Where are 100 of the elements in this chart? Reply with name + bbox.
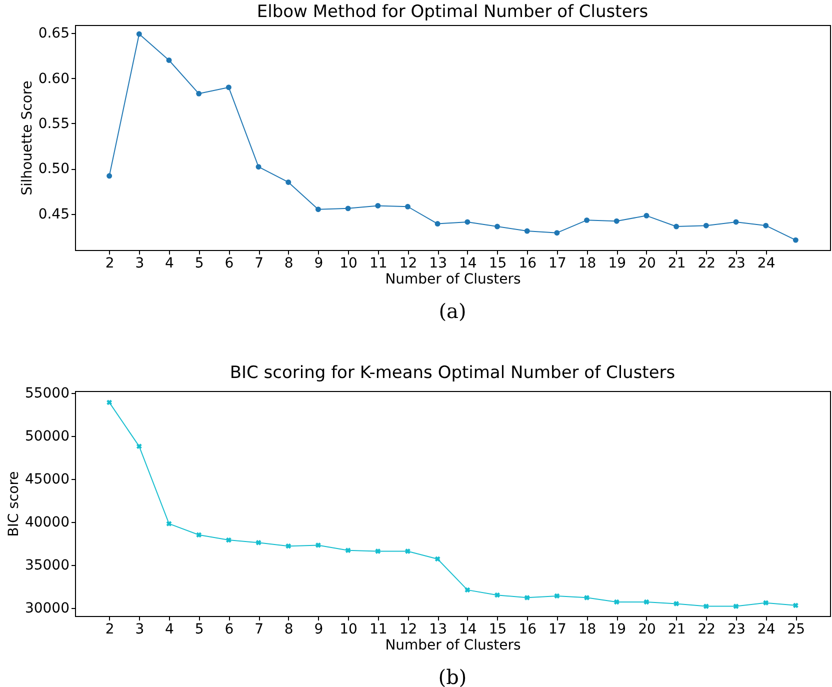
x-tick-label: 21	[668, 622, 686, 638]
point	[703, 222, 709, 228]
x-tick-label: 25	[787, 622, 806, 638]
y-tick-label: 0.55	[38, 116, 70, 132]
x-tick-label: 5	[194, 622, 204, 638]
x-tick-label: 23	[728, 256, 746, 272]
x-tick-label: 24	[757, 256, 776, 272]
x-tick-label: 20	[638, 256, 656, 272]
text: (b)	[438, 665, 467, 687]
point	[315, 206, 321, 212]
x-tick-label: 11	[369, 256, 388, 272]
x-tick-label: 23	[728, 622, 746, 638]
x-tick-label: 17	[548, 622, 566, 638]
y-tick-label: 35000	[24, 557, 70, 574]
x-tick-label: 3	[135, 256, 144, 272]
point	[554, 593, 560, 599]
x-tick-label: 6	[224, 256, 234, 272]
x-tick-label: 7	[254, 256, 264, 272]
point	[405, 204, 410, 210]
x-tick-label: 10	[340, 622, 358, 638]
x-tick-label: 8	[284, 622, 294, 638]
x-tick-label: 21	[668, 256, 686, 272]
x-tick-label: 2	[105, 256, 114, 272]
point	[792, 237, 798, 243]
x-tick-label: 7	[254, 622, 264, 638]
y-tick-label: 30000	[24, 600, 70, 616]
point	[106, 400, 112, 406]
point	[614, 599, 620, 605]
chart-title: BIC scoring for K-means Optimal Number of Clusters	[230, 362, 676, 383]
point	[405, 548, 410, 554]
x-tick-label: 2	[105, 622, 114, 638]
point	[763, 222, 769, 228]
y-tick-label: 0.50	[38, 161, 70, 178]
x-tick-label: 18	[578, 622, 596, 638]
x-tick-label: 4	[165, 622, 174, 638]
point	[524, 228, 530, 234]
x-tick-label: 8	[284, 256, 294, 272]
point	[554, 230, 560, 236]
point	[375, 548, 381, 554]
point	[792, 602, 798, 608]
y-tick-label: 45000	[24, 471, 70, 488]
point	[644, 212, 650, 218]
point	[494, 592, 500, 598]
point	[614, 218, 620, 224]
point	[286, 179, 292, 185]
point	[226, 84, 232, 90]
y-axis-title: Silhouette Score	[19, 80, 36, 196]
x-tick-label: 6	[224, 622, 234, 638]
point	[256, 164, 262, 170]
text: (a)	[438, 299, 466, 323]
point	[196, 532, 202, 538]
x-tick-label: 15	[488, 622, 507, 638]
point	[674, 224, 680, 230]
x-tick-label: 20	[638, 622, 656, 638]
point	[464, 219, 470, 225]
point	[286, 543, 292, 549]
point	[644, 599, 650, 605]
x-axis-title: Number of Clusters	[385, 272, 521, 288]
x-tick-label: 9	[314, 622, 324, 638]
x-tick-label: 14	[459, 256, 477, 272]
point	[226, 537, 232, 543]
point	[316, 542, 321, 548]
point	[464, 587, 470, 593]
x-tick-label: 24	[757, 622, 776, 638]
x-tick-label: 12	[399, 256, 418, 272]
point	[345, 548, 351, 554]
point	[494, 224, 500, 230]
y-tick-label: 0.60	[38, 70, 70, 87]
point	[763, 600, 769, 606]
point	[136, 444, 142, 450]
point	[674, 600, 680, 606]
x-tick-label: 16	[518, 256, 537, 272]
x-tick-label: 9	[314, 256, 324, 272]
point	[136, 31, 142, 37]
x-tick-label: 22	[698, 622, 716, 638]
y-axis-title: BIC score	[6, 471, 22, 537]
point	[434, 556, 440, 562]
x-axis-title: Number of Clusters	[385, 638, 521, 654]
point	[733, 604, 739, 609]
x-tick-label: 16	[518, 622, 537, 638]
x-tick-label: 13	[429, 622, 447, 638]
x-tick-label: 22	[698, 256, 716, 272]
chart-title: Elbow Method for Optimal Number of Clusters	[256, 2, 648, 22]
y-tick-label: 0.65	[38, 26, 70, 42]
x-tick-label: 17	[548, 256, 566, 272]
x-tick-label: 19	[608, 256, 626, 272]
x-tick-label: 19	[608, 622, 626, 638]
x-tick-label: 4	[165, 256, 174, 272]
x-tick-label: 11	[369, 622, 388, 638]
y-tick-label: 40000	[24, 514, 70, 530]
x-tick-label: 18	[578, 256, 596, 272]
point	[733, 219, 739, 225]
y-tick-label: 50000	[24, 428, 70, 444]
point	[166, 58, 172, 63]
x-tick-label: 10	[340, 256, 358, 272]
point	[584, 594, 590, 600]
x-tick-label: 12	[399, 622, 418, 638]
y-tick-label: 0.45	[38, 206, 70, 222]
point	[166, 521, 172, 526]
x-tick-label: 3	[135, 622, 144, 638]
